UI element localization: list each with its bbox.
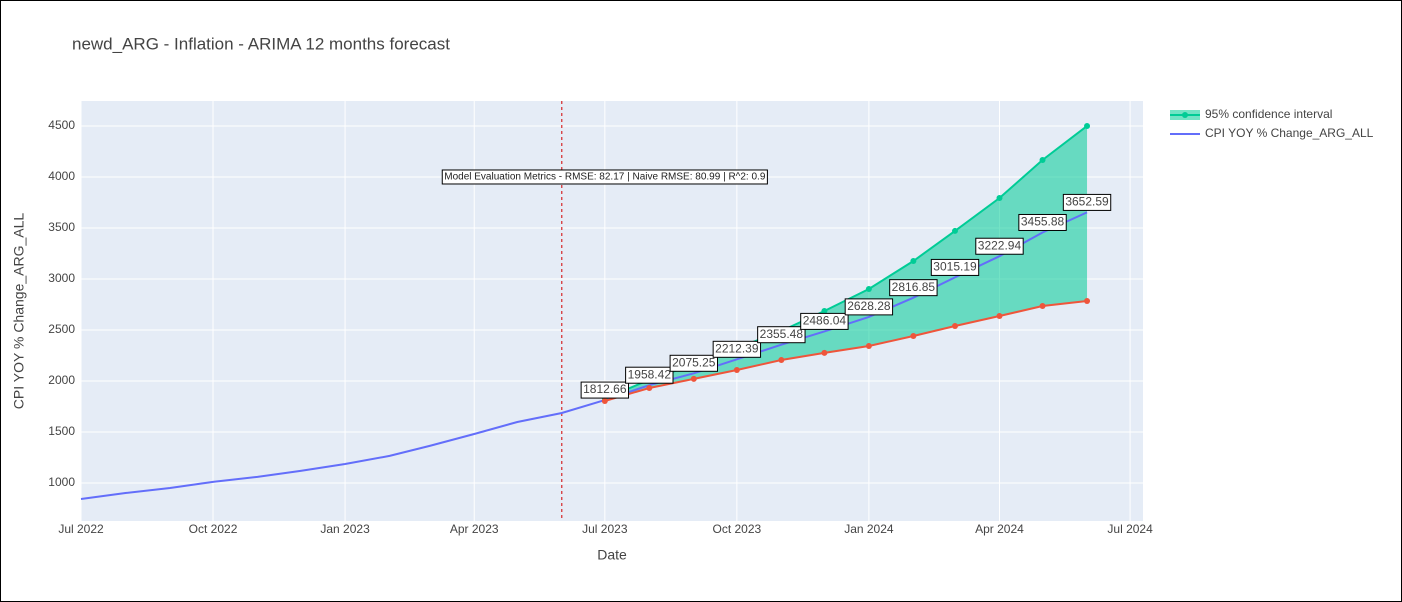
point — [1084, 298, 1091, 305]
data-label: 1812.66 — [583, 382, 627, 396]
point — [646, 385, 653, 392]
y-tick-label: 3000 — [48, 271, 75, 285]
y-axis-title: CPI YOY % Change_ARG_ALL — [11, 213, 27, 410]
labels: 1000 1500 2000 2500 3000 3500 4000 4500 Jul 2022… — [48, 118, 1153, 536]
x-tick-label: Jul 2022 — [58, 522, 104, 536]
data-label: 2075.25 — [672, 355, 716, 369]
point — [1039, 303, 1046, 310]
legend-marker — [1182, 112, 1188, 118]
y-tick-label: 3500 — [48, 220, 75, 234]
chart-title: newd_ARG - Inflation - ARIMA 12 months f… — [72, 34, 450, 53]
x-tick-label: Oct 2022 — [189, 522, 238, 536]
x-axis-title: Date — [597, 547, 627, 563]
annotation: Model Evaluation Metrics - RMSE: 82.17 |… — [444, 172, 766, 183]
data-label: 2486.04 — [803, 314, 847, 328]
legend-item: CPI YOY % Change_ARG_ALL — [1170, 126, 1374, 140]
data-label-box — [1018, 213, 1067, 231]
data-label: 3015.19 — [933, 260, 977, 274]
y-tick-label: 4500 — [48, 118, 75, 132]
data-label-box — [975, 237, 1024, 255]
data-label: 3222.94 — [978, 238, 1022, 252]
point — [865, 342, 872, 349]
data-label-box — [930, 258, 980, 276]
legend: 95% confidence interval CPI YOY % Change_… — [1170, 107, 1374, 140]
legend-label: 95% confidence interval — [1205, 107, 1332, 121]
point — [951, 322, 958, 329]
legend-item: 95% confidence interval — [1170, 107, 1332, 121]
point — [1039, 156, 1046, 163]
data-label-box — [625, 366, 674, 384]
data-label: 2355.48 — [760, 327, 804, 341]
point — [865, 285, 872, 292]
y-tick-label: 2500 — [48, 322, 75, 336]
x-tick-label: Apr 2023 — [450, 522, 499, 536]
point — [1084, 122, 1091, 129]
data-label-box — [844, 298, 894, 316]
data-label-box — [757, 326, 806, 344]
data-label-box — [1062, 193, 1112, 211]
x-tick-label: Oct 2023 — [713, 522, 762, 536]
point — [778, 356, 785, 363]
x-tick-label: Jan 2023 — [320, 522, 370, 536]
data-label: 2212.39 — [715, 341, 759, 355]
data-label: 2628.28 — [847, 299, 891, 313]
data-label-box — [889, 279, 938, 297]
data-label: 1958.42 — [628, 367, 672, 381]
point — [996, 194, 1003, 201]
point — [821, 349, 828, 356]
point — [601, 397, 608, 404]
point — [951, 227, 958, 234]
data-label: 2816.85 — [892, 280, 936, 294]
data-label: 3455.88 — [1021, 215, 1065, 229]
data-label-box — [800, 312, 849, 330]
data-label-box — [669, 354, 718, 372]
data-label-box — [712, 340, 762, 358]
annotation-box — [441, 169, 768, 185]
point — [690, 375, 697, 382]
series-line — [604, 300, 1088, 402]
data-label-box — [580, 381, 630, 399]
legend-label: CPI YOY % Change_ARG_ALL — [1205, 126, 1374, 140]
ci-fill — [604, 125, 1088, 401]
x-tick-label: Jul 2024 — [1107, 522, 1153, 536]
y-tick-label: 4000 — [48, 169, 75, 183]
x-tick-label: Apr 2024 — [975, 522, 1024, 536]
point — [821, 308, 828, 314]
x-tick-label: Jul 2023 — [582, 522, 628, 536]
point — [733, 366, 740, 373]
point — [996, 312, 1003, 319]
y-tick-label: 1000 — [48, 475, 75, 489]
x-tick-label: Jan 2024 — [844, 522, 894, 536]
data-label: 3652.59 — [1065, 195, 1109, 209]
y-tick-label: 2000 — [48, 373, 75, 387]
point — [910, 332, 917, 339]
y-tick-label: 1500 — [48, 424, 75, 438]
point — [910, 258, 917, 265]
